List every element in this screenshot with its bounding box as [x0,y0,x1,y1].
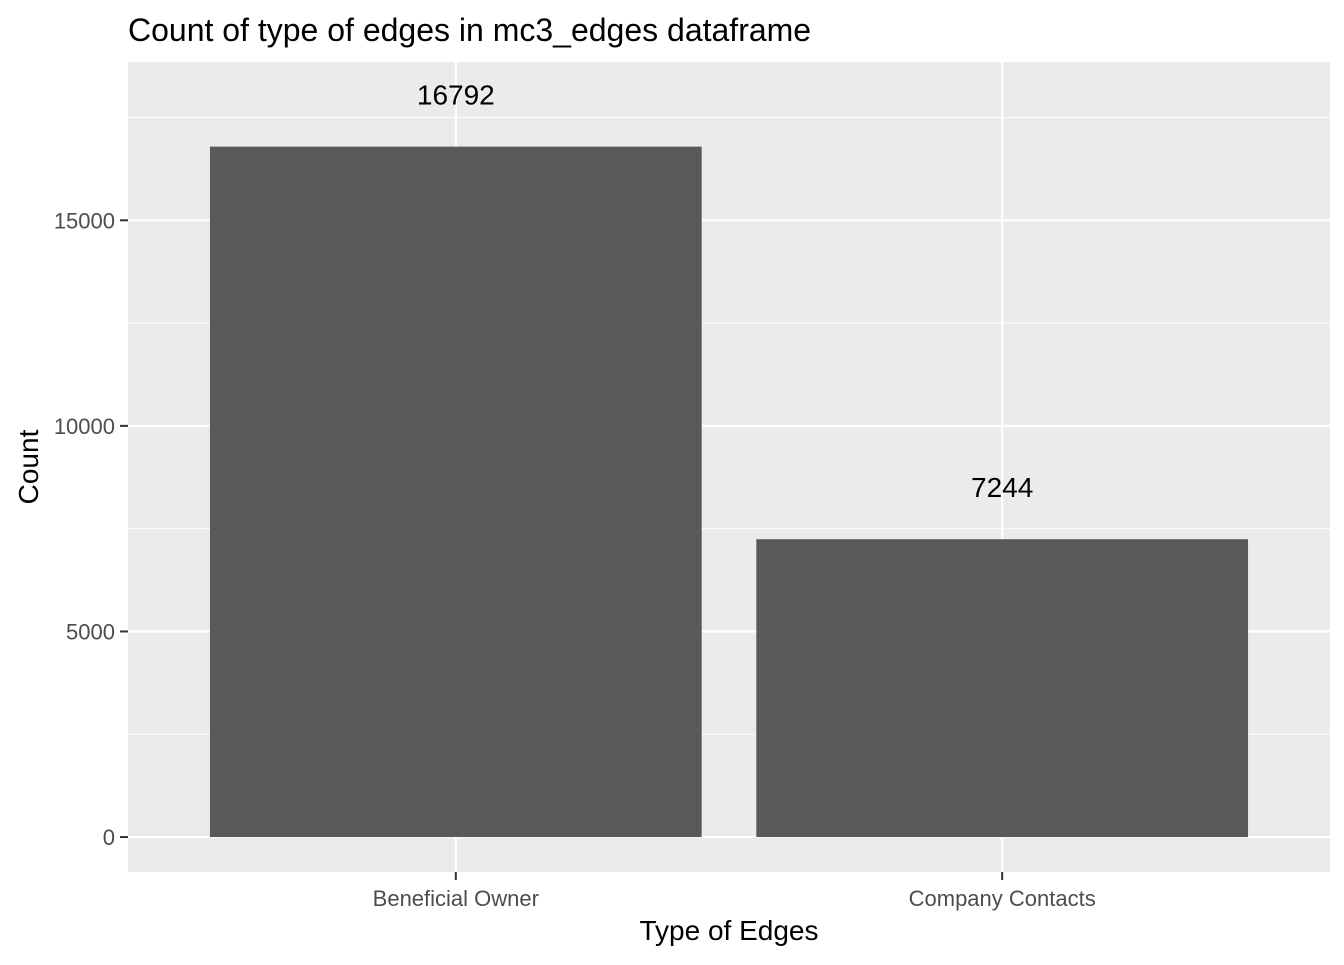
y-axis: 0 5000 10000 15000 [54,208,128,850]
y-axis-title: Count [13,429,44,504]
x-tick-label: Company Contacts [909,886,1096,911]
bars [209,146,1249,838]
x-tick-label: Beneficial Owner [373,886,539,911]
bar [756,539,1249,838]
y-tick-label: 0 [103,825,115,850]
bar-data-label: 7244 [971,472,1033,503]
x-axis-title: Type of Edges [639,915,818,946]
y-tick-label: 5000 [66,619,115,644]
data-labels: 16792 7244 [417,80,1033,504]
y-tick-label: 10000 [54,414,115,439]
bar [209,146,702,838]
chart-title: Count of type of edges in mc3_edges data… [128,12,811,48]
bar-data-label: 16792 [417,80,495,111]
y-tick-label: 15000 [54,208,115,233]
x-axis: Beneficial Owner Company Contacts [373,872,1096,911]
